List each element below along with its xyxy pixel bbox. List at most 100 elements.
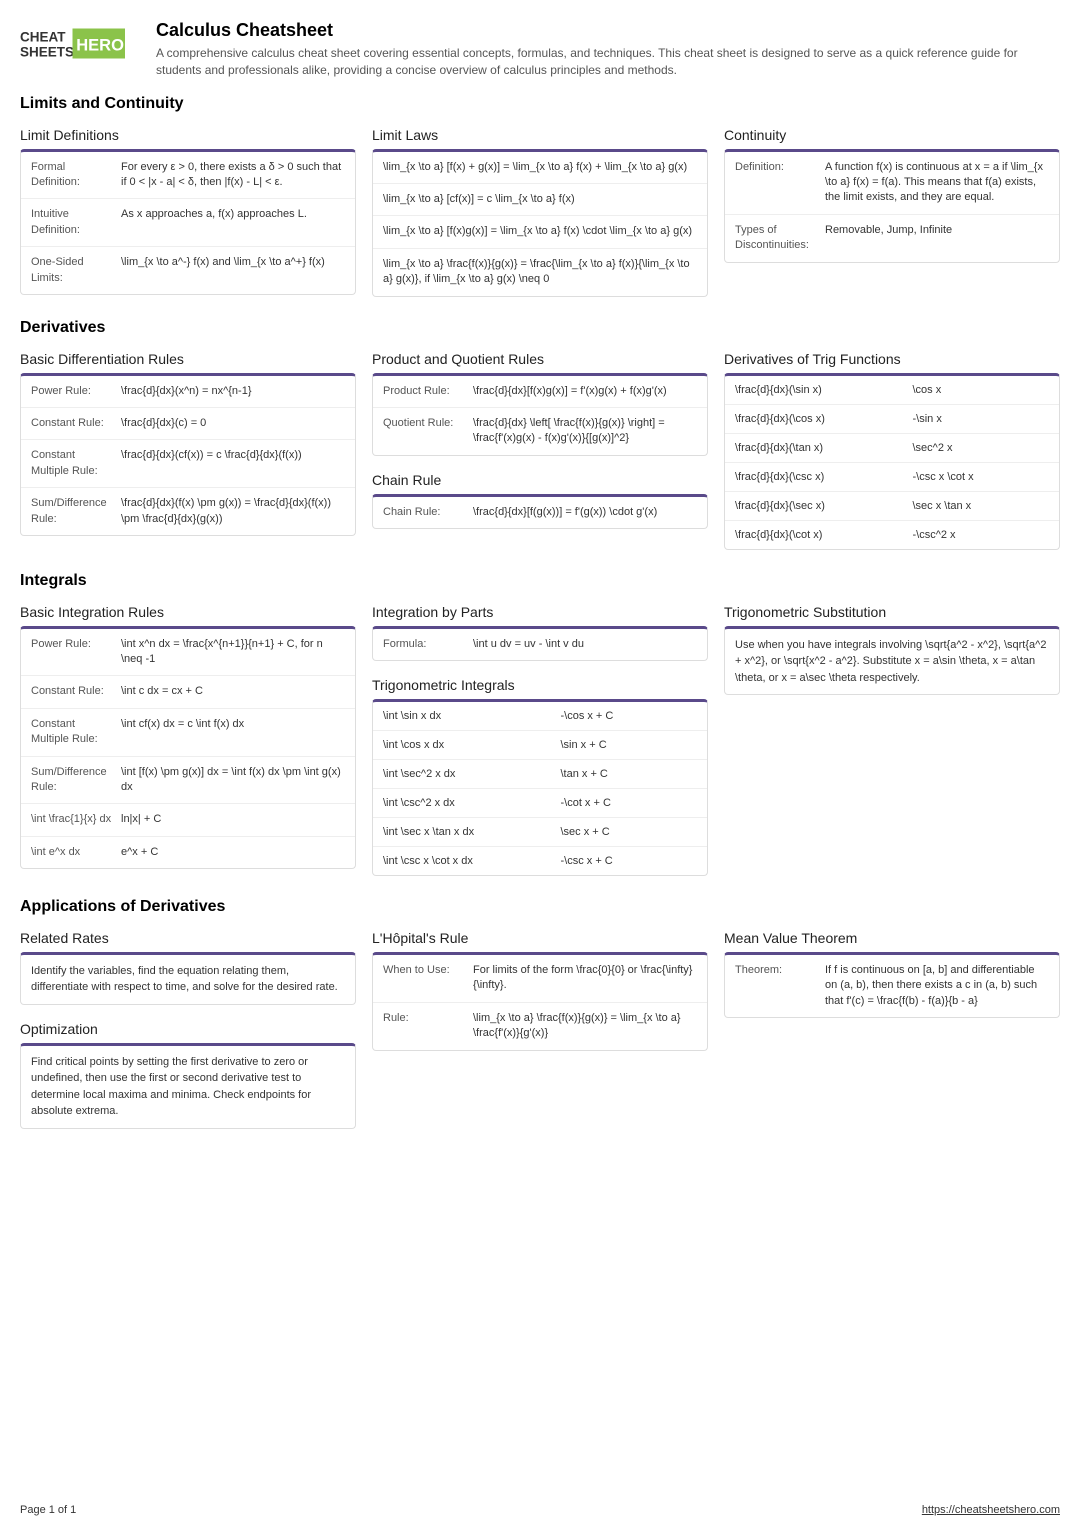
table-row: Chain Rule:\frac{d}{dx}[f(g(x))] = f'(g(… <box>373 497 707 528</box>
limit-laws-title: Limit Laws <box>372 127 708 143</box>
table-row: \frac{d}{dx}(\cos x)-\sin x <box>725 405 1059 434</box>
row-value: \int u dv = uv - \int v du <box>473 637 697 652</box>
row-label: Sum/Difference Rule: <box>31 496 121 527</box>
row-value: For limits of the form \frac{0}{0} or \f… <box>473 963 697 994</box>
table-row: Sum/Difference Rule:\frac{d}{dx}(f(x) \p… <box>21 488 355 535</box>
row-value: \frac{d}{dx}(f(x) \pm g(x)) = \frac{d}{d… <box>121 496 345 527</box>
row-label: Constant Multiple Rule: <box>31 717 121 748</box>
row-value: \frac{d}{dx}(c) = 0 <box>121 416 345 431</box>
row-col-1: \int \sec x \tan x dx <box>383 826 560 838</box>
continuity-card: Definition:A function f(x) is continuous… <box>724 149 1060 263</box>
footer-link[interactable]: https://cheatsheetshero.com <box>922 1504 1060 1516</box>
row-col-2: -\sin x <box>912 413 1049 425</box>
brand-logo: CHEAT SHEETS HERO <box>20 20 140 70</box>
chain-rule-title: Chain Rule <box>372 472 708 488</box>
row-label: Constant Multiple Rule: <box>31 448 121 479</box>
table-row: Power Rule:\int x^n dx = \frac{x^{n+1}}{… <box>21 629 355 677</box>
integration-parts-title: Integration by Parts <box>372 604 708 620</box>
table-row: \lim_{x \to a} \frac{f(x)}{g(x)} = \frac… <box>373 249 707 296</box>
optimization-title: Optimization <box>20 1021 356 1037</box>
row-value: \lim_{x \to a} \frac{f(x)}{g(x)} = \frac… <box>383 257 697 288</box>
section-derivatives-title: Derivatives <box>20 319 1060 337</box>
row-value: If f is continuous on [a, b] and differe… <box>825 963 1049 1009</box>
table-row: \lim_{x \to a} [f(x) + g(x)] = \lim_{x \… <box>373 152 707 184</box>
row-value: \lim_{x \to a} \frac{f(x)}{g(x)} = \lim_… <box>473 1011 697 1042</box>
row-col-1: \frac{d}{dx}(\cot x) <box>735 529 912 541</box>
row-col-1: \frac{d}{dx}(\tan x) <box>735 442 912 454</box>
page-title: Calculus Cheatsheet <box>156 20 1060 41</box>
row-value: \int c dx = cx + C <box>121 684 345 699</box>
row-value: \int x^n dx = \frac{x^{n+1}}{n+1} + C, f… <box>121 637 345 668</box>
logo-svg: CHEAT SHEETS HERO <box>20 25 140 65</box>
derivatives-columns: Basic Differentiation Rules Power Rule:\… <box>20 345 1060 560</box>
table-row: \int \cos x dx\sin x + C <box>373 731 707 760</box>
table-row: \int \csc x \cot x dx-\csc x + C <box>373 847 707 875</box>
row-col-2: \sec^2 x <box>912 442 1049 454</box>
row-label: \int e^x dx <box>31 845 121 860</box>
table-row: \frac{d}{dx}(\sec x)\sec x \tan x <box>725 492 1059 521</box>
table-row: Power Rule:\frac{d}{dx}(x^n) = nx^{n-1} <box>21 376 355 408</box>
related-rates-card: Identify the variables, find the equatio… <box>20 952 356 1005</box>
row-col-1: \int \sin x dx <box>383 710 560 722</box>
table-row: Quotient Rule:\frac{d}{dx} \left[ \frac{… <box>373 408 707 455</box>
logo-hero: HERO <box>76 36 124 54</box>
logo-cheat: CHEAT <box>20 29 66 44</box>
row-col-2: \sec x \tan x <box>912 500 1049 512</box>
row-label: Chain Rule: <box>383 505 473 520</box>
row-label: Formula: <box>383 637 473 652</box>
row-label: Quotient Rule: <box>383 416 473 447</box>
row-value: \lim_{x \to a^-} f(x) and \lim_{x \to a^… <box>121 255 345 286</box>
row-value: \frac{d}{dx}[f(x)g(x)] = f'(x)g(x) + f(x… <box>473 384 697 399</box>
basic-diff-title: Basic Differentiation Rules <box>20 351 356 367</box>
row-value: e^x + C <box>121 845 345 860</box>
table-row: One-Sided Limits:\lim_{x \to a^-} f(x) a… <box>21 247 355 294</box>
row-col-2: \cos x <box>912 384 1049 396</box>
row-label: Types of Discontinuities: <box>735 223 825 254</box>
row-label: \int \frac{1}{x} dx <box>31 812 121 827</box>
table-row: Constant Multiple Rule:\int cf(x) dx = c… <box>21 709 355 757</box>
table-row: \frac{d}{dx}(\cot x)-\csc^2 x <box>725 521 1059 549</box>
row-label: One-Sided Limits: <box>31 255 121 286</box>
row-value: \int cf(x) dx = c \int f(x) dx <box>121 717 345 748</box>
limit-definitions-card: Formal Definition:For every ε > 0, there… <box>20 149 356 295</box>
trig-substitution-text: Use when you have integrals involving \s… <box>725 629 1059 695</box>
table-row: Sum/Difference Rule:\int [f(x) \pm g(x)]… <box>21 757 355 805</box>
row-col-1: \frac{d}{dx}(\csc x) <box>735 471 912 483</box>
row-value: ln|x| + C <box>121 812 345 827</box>
row-value: \frac{d}{dx}(x^n) = nx^{n-1} <box>121 384 345 399</box>
table-row: \int \sec^2 x dx\tan x + C <box>373 760 707 789</box>
row-label: Rule: <box>383 1011 473 1042</box>
row-label: Power Rule: <box>31 384 121 399</box>
trig-substitution-title: Trigonometric Substitution <box>724 604 1060 620</box>
table-row: \frac{d}{dx}(\tan x)\sec^2 x <box>725 434 1059 463</box>
row-value: As x approaches a, f(x) approaches L. <box>121 207 345 238</box>
continuity-title: Continuity <box>724 127 1060 143</box>
logo-sheets: SHEETS <box>20 44 74 59</box>
row-value: \lim_{x \to a} [f(x)g(x)] = \lim_{x \to … <box>383 224 697 239</box>
row-col-2: \sec x + C <box>560 826 697 838</box>
row-label: Formal Definition: <box>31 160 121 191</box>
trig-integrals-card: \int \sin x dx-\cos x + C\int \cos x dx\… <box>372 699 708 876</box>
table-row: When to Use:For limits of the form \frac… <box>373 955 707 1003</box>
table-row: Formula:\int u dv = uv - \int v du <box>373 629 707 660</box>
row-label: Constant Rule: <box>31 684 121 699</box>
trig-substitution-card: Use when you have integrals involving \s… <box>724 626 1060 696</box>
page-number: Page 1 of 1 <box>20 1504 76 1516</box>
basic-integration-title: Basic Integration Rules <box>20 604 356 620</box>
header-text: Calculus Cheatsheet A comprehensive calc… <box>156 20 1060 79</box>
limit-laws-card: \lim_{x \to a} [f(x) + g(x)] = \lim_{x \… <box>372 149 708 297</box>
basic-integration-card: Power Rule:\int x^n dx = \frac{x^{n+1}}{… <box>20 626 356 870</box>
row-label: Power Rule: <box>31 637 121 668</box>
table-row: Formal Definition:For every ε > 0, there… <box>21 152 355 200</box>
row-value: A function f(x) is continuous at x = a i… <box>825 160 1049 206</box>
row-label: Theorem: <box>735 963 825 1009</box>
row-col-1: \int \csc x \cot x dx <box>383 855 560 867</box>
page-header: CHEAT SHEETS HERO Calculus Cheatsheet A … <box>20 20 1060 79</box>
section-integrals-title: Integrals <box>20 572 1060 590</box>
table-row: \int \sec x \tan x dx\sec x + C <box>373 818 707 847</box>
table-row: \int \sin x dx-\cos x + C <box>373 702 707 731</box>
row-value: Removable, Jump, Infinite <box>825 223 1049 254</box>
trig-derivatives-card: \frac{d}{dx}(\sin x)\cos x\frac{d}{dx}(\… <box>724 373 1060 550</box>
table-row: Types of Discontinuities:Removable, Jump… <box>725 215 1059 262</box>
limits-columns: Limit Definitions Formal Definition:For … <box>20 121 1060 307</box>
